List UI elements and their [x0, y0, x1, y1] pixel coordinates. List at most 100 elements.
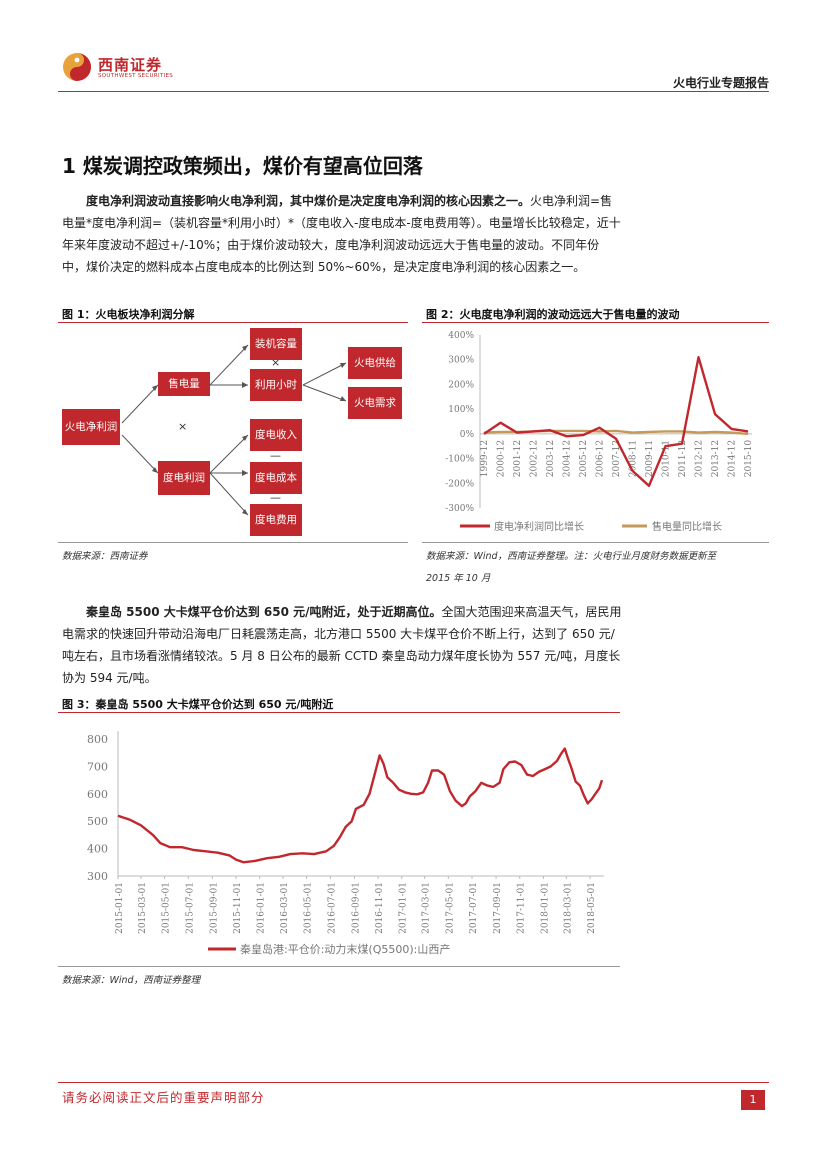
paragraph-1: 度电净利润波动直接影响火电净利润，其中煤价是决定度电净利润的核心因素之一。火电净… — [62, 190, 622, 278]
x-tick-label: 1999-12 — [480, 440, 490, 477]
x-tick-label: 2018-03-01 — [563, 882, 573, 934]
x-tick-label: 2015-07-01 — [185, 882, 195, 934]
legend-label: 度电净利润同比增长 — [494, 520, 584, 533]
x-tick-label: 2017-07-01 — [469, 882, 479, 934]
paragraph-1-lead: 度电净利润波动直接影响火电净利润，其中煤价是决定度电净利润的核心因素之一。 — [86, 194, 531, 208]
x-tick-label: 2004-12 — [563, 440, 573, 477]
y-tick-label: 400% — [448, 331, 474, 341]
x-tick-label: 2017-03-01 — [422, 882, 432, 934]
figure-3-chart: 800 700 600 500 400 300 2015-01-01 2015-03-01 20… — [87, 731, 604, 956]
figure-1-source: 数据来源：西南证券 — [62, 551, 148, 562]
y-tick-label: 800 — [87, 733, 108, 746]
y-tick-label: -200% — [445, 479, 474, 489]
legend-label: 售电量同比增长 — [652, 520, 722, 533]
x-tick-label: 2000-12 — [497, 440, 507, 477]
figure-2-source-line-2: 2015 年 10 月 — [426, 573, 491, 584]
diagram-connectors — [121, 344, 347, 516]
y-tick-label: 0% — [460, 430, 475, 440]
footer-disclaimer: 请务必阅读正文后的重要声明部分 — [62, 1090, 265, 1105]
x-tick-label: 2012-12 — [695, 440, 705, 477]
x-tick-label: 2017-05-01 — [445, 882, 455, 934]
figure-3-title: 图 3：秦皇岛 5500 大卡煤平仓价达到 650 元/吨附近 — [62, 698, 334, 711]
x-tick-label: 2018-01-01 — [540, 882, 550, 934]
paragraph-1-body: 火电净利润=售电量*度电净利润=（装机容量*利用小时）*（度电收入-度电成本-度… — [62, 194, 621, 274]
y-tick-label: 500 — [87, 815, 108, 828]
operator-minus-1: — — [270, 449, 281, 462]
x-tick-label: 2013-12 — [711, 440, 721, 477]
node-thermal-supply: 火电供给 — [348, 347, 402, 379]
x-tick-label: 2016-05-01 — [304, 882, 314, 934]
x-tick-label: 2007-12 — [612, 440, 622, 477]
y-tick-label: 300% — [448, 356, 474, 366]
node-unit-revenue: 度电收入 — [250, 419, 302, 451]
report-type: 火电行业专题报告 — [672, 76, 769, 90]
node-sales-volume: 售电量 — [158, 372, 210, 396]
figure-3-top-rule — [58, 712, 620, 713]
section-title: 1 煤炭调控政策频出，煤价有望高位回落 — [62, 154, 423, 178]
node-capacity: 装机容量 — [250, 328, 302, 360]
paragraph-2: 秦皇岛 5500 大卡煤平仓价达到 650 元/吨附近，处于近期高位。全国大范围… — [62, 601, 622, 689]
series-line — [117, 747, 604, 864]
y-tick-label: 100% — [448, 405, 474, 415]
node-utilization-hours: 利用小时 — [250, 369, 302, 401]
figure-1-title: 图 1：火电板块净利润分解 — [62, 308, 195, 321]
page-number: 1 — [741, 1090, 765, 1110]
x-tick-label: 2016-01-01 — [257, 882, 267, 934]
logo-english-name: SOUTHWEST SECURITIES — [98, 73, 174, 79]
figure-3-source: 数据来源：Wind，西南证券整理 — [62, 975, 201, 986]
figure-3-bottom-rule — [58, 966, 620, 967]
operator-times-1: × — [178, 420, 188, 433]
y-tick-label: 700 — [87, 760, 108, 773]
x-tick-label: 2002-12 — [530, 440, 540, 477]
x-tick-label: 2015-09-01 — [209, 882, 219, 934]
logo-chinese-name: 西南证券 — [98, 56, 163, 74]
y-tick-label: -100% — [445, 455, 474, 465]
figure-2-top-rule — [422, 322, 769, 323]
x-tick-label: 2008-11 — [629, 440, 639, 477]
figure-1-diagram: 火电净利润 售电量 度电利润 装机容量 利用小时 火电供给 火电需求 度电收入 … — [58, 323, 410, 539]
x-tick-label: 2016-09-01 — [351, 882, 361, 934]
x-tick-label: 2018-05-01 — [587, 882, 597, 934]
x-tick-label: 2015-05-01 — [162, 882, 172, 934]
operator-times-2: × — [271, 356, 281, 369]
x-tick-label: 2016-11-01 — [375, 882, 385, 934]
x-tick-label: 2009-11 — [645, 440, 655, 477]
company-logo-icon — [62, 52, 92, 82]
figure-2-source-line-1: 数据来源：Wind，西南证券整理。注：火电行业月度财务数据更新至 — [426, 551, 717, 562]
x-tick-label: 2005-12 — [579, 440, 589, 477]
paragraph-2-body: 全国大范围迎来高温天气，居民用电需求的快速回升带动沿海电厂日耗震荡走高，北方港口… — [62, 605, 622, 685]
x-tick-label: 2017-11-01 — [517, 882, 527, 934]
x-tick-label: 2015-03-01 — [138, 882, 148, 934]
y-tick-label: 300 — [87, 870, 108, 883]
node-thermal-demand: 火电需求 — [348, 387, 402, 419]
x-tick-label: 2006-12 — [596, 440, 606, 477]
header-divider — [58, 91, 769, 92]
x-tick-label: 2015-10 — [744, 440, 754, 478]
x-tick-label: 2016-03-01 — [280, 882, 290, 934]
figure-1-top-rule — [58, 322, 408, 323]
node-unit-cost: 度电成本 — [250, 462, 302, 494]
x-tick-label: 2003-12 — [546, 440, 556, 477]
node-net-profit: 火电净利润 — [62, 409, 120, 445]
x-tick-label: 2010-11 — [662, 440, 672, 477]
node-unit-expense: 度电费用 — [250, 504, 302, 536]
x-tick-label: 2017-09-01 — [493, 882, 503, 934]
figure-2-chart: 400% 300% 200% 100% 0% -100% -200% -300% 1999-12… — [445, 331, 754, 533]
x-tick-label: 2015-11-01 — [233, 882, 243, 934]
x-tick-label: 2001-12 — [513, 440, 523, 477]
x-tick-label: 2015-01-01 — [115, 882, 125, 934]
y-tick-label: 200% — [448, 380, 474, 390]
x-tick-label: 2014-12 — [728, 440, 738, 477]
legend-label: 秦皇岛港:平仓价:动力末煤(Q5500):山西产 — [240, 942, 450, 956]
y-tick-label: -300% — [445, 504, 474, 514]
x-tick-label: 2016-07-01 — [327, 882, 337, 934]
figure-2-title: 图 2：火电度电净利润的波动远远大于售电量的波动 — [426, 308, 680, 321]
figure-1-bottom-rule — [58, 542, 408, 543]
node-unit-profit: 度电利润 — [158, 461, 210, 495]
operator-minus-2: — — [270, 491, 281, 504]
footer-divider — [58, 1082, 769, 1083]
figure-2-bottom-rule — [422, 542, 769, 543]
paragraph-2-lead: 秦皇岛 5500 大卡煤平仓价达到 650 元/吨附近，处于近期高位。 — [86, 605, 442, 619]
series-line — [483, 356, 749, 488]
x-tick-label: 2011-12 — [678, 440, 688, 477]
